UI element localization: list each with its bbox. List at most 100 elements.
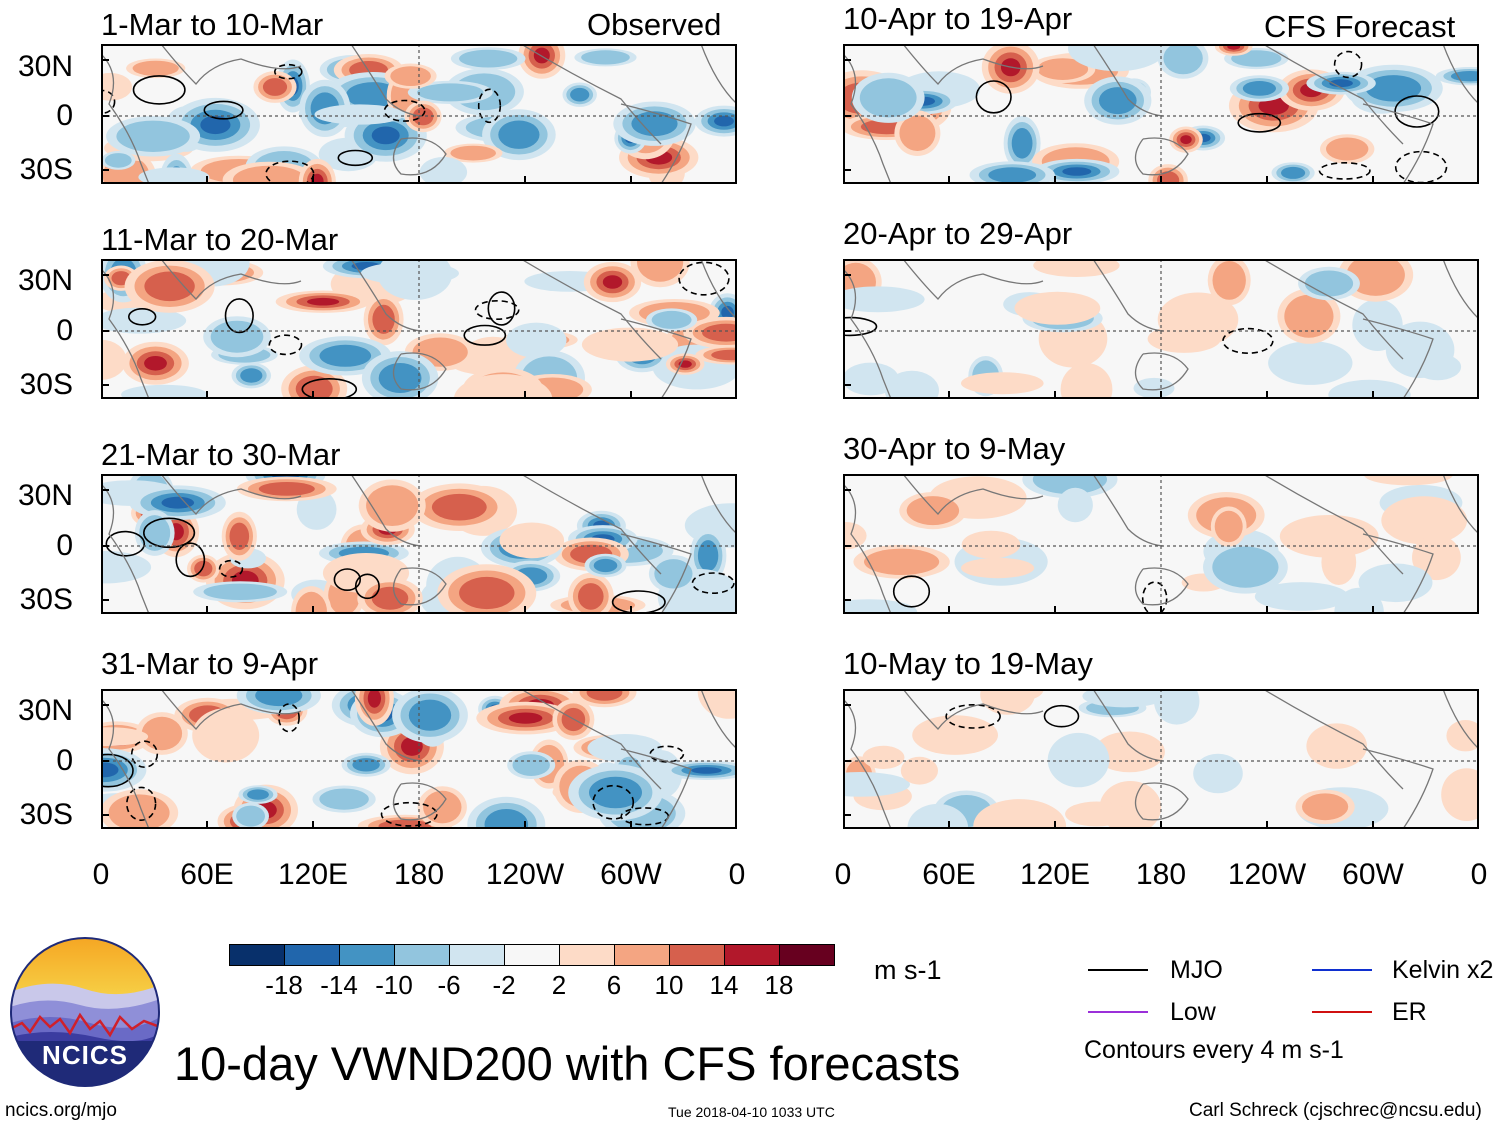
- colorbar-tick-label: 2: [551, 970, 567, 1000]
- coastline: [160, 474, 302, 515]
- anomaly-cell: [1214, 510, 1243, 543]
- panel-title-obs-3: 21-Mar to 30-Mar: [101, 437, 341, 472]
- mjo-contour: [474, 299, 520, 320]
- coastline: [1262, 474, 1404, 575]
- legend-kelvin-line: [1312, 969, 1372, 971]
- coastline: [902, 44, 1044, 85]
- coastline: [1262, 44, 1404, 145]
- ytick-30s: 30S: [19, 798, 73, 831]
- anomaly-cell: [431, 493, 487, 521]
- anomaly-cell: [711, 349, 737, 361]
- mjo-contour: [132, 75, 186, 105]
- coastline: [902, 474, 1044, 515]
- coastline: [160, 44, 302, 85]
- main-title: 10-day VWND200 with CFS forecasts: [174, 1037, 961, 1090]
- footer-url: ncics.org/mjo: [5, 1100, 117, 1121]
- anomaly-cell: [1365, 75, 1422, 102]
- coastline: [101, 53, 150, 184]
- mjo-contour: [218, 559, 244, 578]
- anomaly-cell: [1363, 474, 1454, 486]
- anomaly-cell: [1133, 377, 1175, 399]
- anomaly-cell: [907, 803, 969, 829]
- mjo-contour: [1237, 112, 1282, 133]
- anomaly-map: [843, 44, 1479, 184]
- coastline: [1442, 689, 1479, 750]
- anomaly-cell: [1014, 291, 1101, 325]
- anomaly-cell: [101, 762, 119, 778]
- anomaly-cell: [1268, 341, 1353, 385]
- panel-title-fc-3: 30-Apr to 9-May: [843, 431, 1066, 466]
- coastline: [520, 259, 662, 360]
- anomaly-cell: [319, 344, 372, 367]
- anomaly-cell: [378, 363, 422, 393]
- colorbar-box: [614, 944, 670, 966]
- anomaly-cell: [423, 790, 462, 824]
- coastline: [160, 689, 302, 730]
- mjo-contour: [175, 542, 206, 578]
- anomaly-cell: [906, 496, 960, 526]
- xtick-180: 180: [393, 858, 445, 891]
- mjo-contour: [678, 261, 730, 296]
- anomaly-cell: [1068, 44, 1167, 72]
- anomaly-cell: [1284, 294, 1334, 338]
- anomaly-map: [843, 474, 1479, 614]
- footer-author: Carl Schreck (cjschrec@ncsu.edu): [1189, 1100, 1482, 1121]
- xtick-0: 0: [728, 858, 746, 891]
- ytick-30s: 30S: [19, 153, 73, 186]
- coastline: [392, 782, 447, 821]
- anomaly-cell: [232, 165, 307, 184]
- anomaly-cell: [512, 754, 550, 776]
- colorbar-tick-label: 18: [764, 970, 794, 1000]
- anomaly-cell: [352, 758, 380, 772]
- anomaly-cell: [1047, 732, 1110, 788]
- panel-title-obs-1: 1-Mar to 10-Mar: [101, 7, 324, 42]
- anomaly-cell: [459, 49, 518, 68]
- anomaly-cell: [1381, 496, 1468, 545]
- anomaly-cell: [637, 259, 684, 282]
- colorbar-box: [339, 944, 395, 966]
- anomaly-cell: [412, 107, 434, 126]
- anomaly-cell: [367, 689, 381, 708]
- xtick-60w: 60W: [1342, 858, 1404, 891]
- anomaly-cell: [372, 304, 395, 334]
- anomaly-cell: [1352, 299, 1403, 351]
- anomaly-cell: [1032, 474, 1107, 495]
- coastline: [1362, 318, 1434, 399]
- anomaly-cell: [1094, 731, 1165, 773]
- anomaly-cell: [581, 50, 630, 65]
- colorbar-box: [559, 944, 615, 966]
- coastline: [1442, 44, 1479, 105]
- coastline: [1134, 137, 1189, 176]
- mjo-contour: [1394, 95, 1440, 128]
- mjo-contour: [1141, 581, 1168, 614]
- colorbar-tick-label: 6: [606, 970, 622, 1000]
- colorbar-box: [394, 944, 450, 966]
- coastline: [1134, 567, 1189, 606]
- anomaly-cell: [631, 111, 678, 137]
- anomaly-cell: [988, 167, 1037, 183]
- anomaly-cell: [508, 712, 543, 724]
- anomaly-cell: [417, 83, 484, 102]
- mjo-contour: [105, 530, 146, 557]
- anomaly-cell: [101, 307, 187, 334]
- coastline: [843, 53, 892, 184]
- coastline: [101, 483, 150, 614]
- coastline: [1362, 103, 1434, 184]
- anomaly-cell: [602, 275, 623, 289]
- anomaly-cell: [1180, 135, 1192, 145]
- anomaly-cell: [247, 789, 269, 800]
- map-panel-fc-2: [843, 259, 1479, 399]
- anomaly-cell: [132, 60, 179, 76]
- coastline: [392, 352, 447, 391]
- anomaly-cell: [1358, 563, 1433, 603]
- coastline: [902, 689, 1044, 730]
- anomaly-cell: [581, 327, 679, 362]
- xtick-120e: 120E: [277, 858, 349, 891]
- anomaly-cell: [1412, 534, 1461, 581]
- mjo-contour: [274, 63, 303, 80]
- observed-label: Observed: [587, 7, 722, 42]
- coastline: [700, 689, 737, 750]
- colorbar-tick-label: -18: [265, 970, 303, 1000]
- anomaly-cell: [101, 72, 133, 101]
- anomaly-cell: [1281, 166, 1306, 179]
